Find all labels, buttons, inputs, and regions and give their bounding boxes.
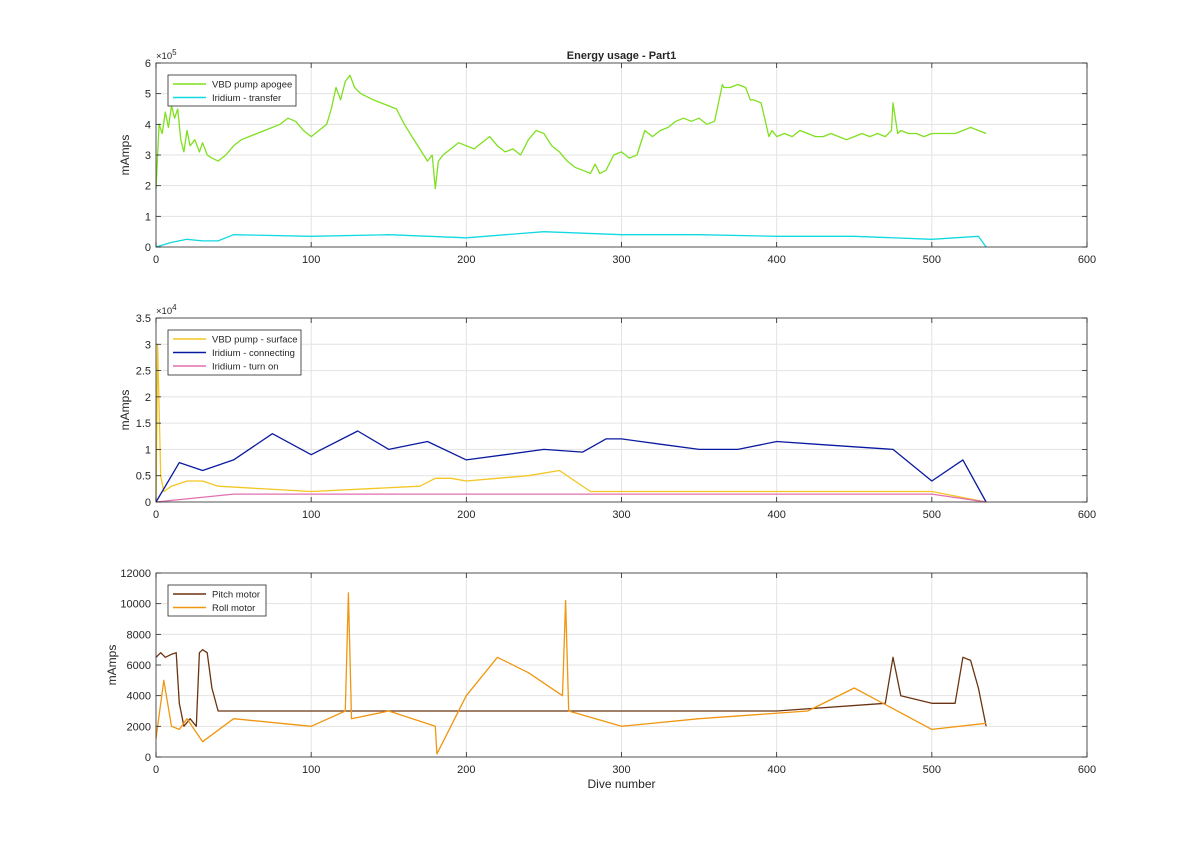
x-tick-label: 300 — [612, 509, 630, 521]
y-exponent-power: 5 — [172, 48, 177, 57]
y-tick-label: 2000 — [127, 721, 151, 733]
legend-entry-label: Iridium - turn on — [212, 362, 279, 373]
y-tick-label: 2.5 — [136, 366, 151, 378]
x-tick-label: 100 — [302, 509, 320, 521]
y-axis-label: mAmps — [118, 135, 132, 176]
y-exponent-base: ×10 — [156, 51, 172, 62]
legend: Pitch motor Roll motor — [167, 584, 267, 617]
x-tick-label: 0 — [153, 509, 159, 521]
y-axis-label: mAmps — [118, 390, 132, 431]
x-tick-label: 600 — [1078, 764, 1096, 776]
legend: VBD pump apogee Iridium - transfer — [167, 74, 297, 107]
x-tick-label: 500 — [923, 254, 941, 266]
y-tick-label: 12000 — [120, 568, 151, 580]
x-tick-label: 500 — [923, 509, 941, 521]
x-tick-label: 400 — [767, 254, 785, 266]
y-exponent-label: ×105 — [156, 48, 177, 62]
y-exponent-label: ×104 — [156, 303, 177, 317]
x-tick-label: 100 — [302, 764, 320, 776]
y-tick-label: 6000 — [127, 660, 151, 672]
x-tick-label: 0 — [153, 764, 159, 776]
x-tick-label: 300 — [612, 764, 630, 776]
y-tick-label: 0.5 — [136, 471, 151, 483]
x-axis-label: Dive number — [587, 777, 655, 791]
y-tick-label: 8000 — [127, 629, 151, 641]
y-tick-label: 0 — [145, 752, 151, 764]
y-tick-label: 3 — [145, 150, 151, 162]
series-line-2 — [155, 592, 987, 755]
legend-entry-label: Roll motor — [212, 603, 255, 614]
series-line-2 — [155, 430, 987, 503]
y-tick-label: 5 — [145, 89, 151, 101]
series-line-1 — [155, 649, 987, 727]
y-exponent-base: ×10 — [156, 306, 172, 317]
y-exponent-power: 4 — [172, 303, 177, 312]
legend-entry-label: VBD pump - surface — [212, 335, 298, 346]
y-tick-label: 3.5 — [136, 313, 151, 325]
x-tick-label: 500 — [923, 764, 941, 776]
x-tick-label: 400 — [767, 764, 785, 776]
y-tick-label: 2 — [145, 392, 151, 404]
legend-entry-label: Pitch motor — [212, 590, 260, 601]
legend: VBD pump - surface Iridium - connecting Ir… — [167, 329, 302, 376]
x-tick-label: 100 — [302, 254, 320, 266]
series-line-2 — [155, 231, 987, 248]
y-tick-label: 4 — [145, 119, 151, 131]
chart-panel-2: 0 100 200 300 400 500 600 0 0.5 1 1.5 2 2.5 3 3.5 ×104 m… — [118, 303, 1096, 521]
y-tick-label: 0 — [145, 242, 151, 254]
x-tick-label: 0 — [153, 254, 159, 266]
x-tick-label: 200 — [457, 764, 475, 776]
y-tick-label: 6 — [145, 58, 151, 70]
chart-panel-3: 0 100 200 300 400 500 600020004000600080001000… — [105, 568, 1096, 791]
y-tick-label: 1 — [145, 444, 151, 456]
y-tick-label: 3 — [145, 339, 151, 351]
x-tick-label: 200 — [457, 254, 475, 266]
series-line-1 — [155, 74, 987, 190]
y-tick-label: 1 — [145, 211, 151, 223]
y-tick-label: 0 — [145, 497, 151, 509]
x-tick-label: 400 — [767, 509, 785, 521]
chart-title: Energy usage - Part1 — [567, 50, 676, 62]
series-line-3 — [155, 493, 987, 503]
legend-entry-label: VBD pump apogee — [212, 80, 292, 91]
x-tick-label: 300 — [612, 254, 630, 266]
x-tick-label: 600 — [1078, 254, 1096, 266]
y-tick-label: 1.5 — [136, 418, 151, 430]
x-tick-label: 200 — [457, 509, 475, 521]
legend-box — [167, 584, 267, 617]
y-tick-label: 10000 — [120, 599, 151, 611]
y-tick-label: 2 — [145, 181, 151, 193]
y-tick-label: 4000 — [127, 691, 151, 703]
y-axis-label: mAmps — [105, 645, 119, 686]
x-tick-label: 600 — [1078, 509, 1096, 521]
series-line-1 — [155, 343, 987, 503]
legend-entry-label: Iridium - transfer — [212, 93, 281, 104]
legend-box — [167, 74, 297, 107]
legend-entry-label: Iridium - connecting — [212, 348, 295, 359]
